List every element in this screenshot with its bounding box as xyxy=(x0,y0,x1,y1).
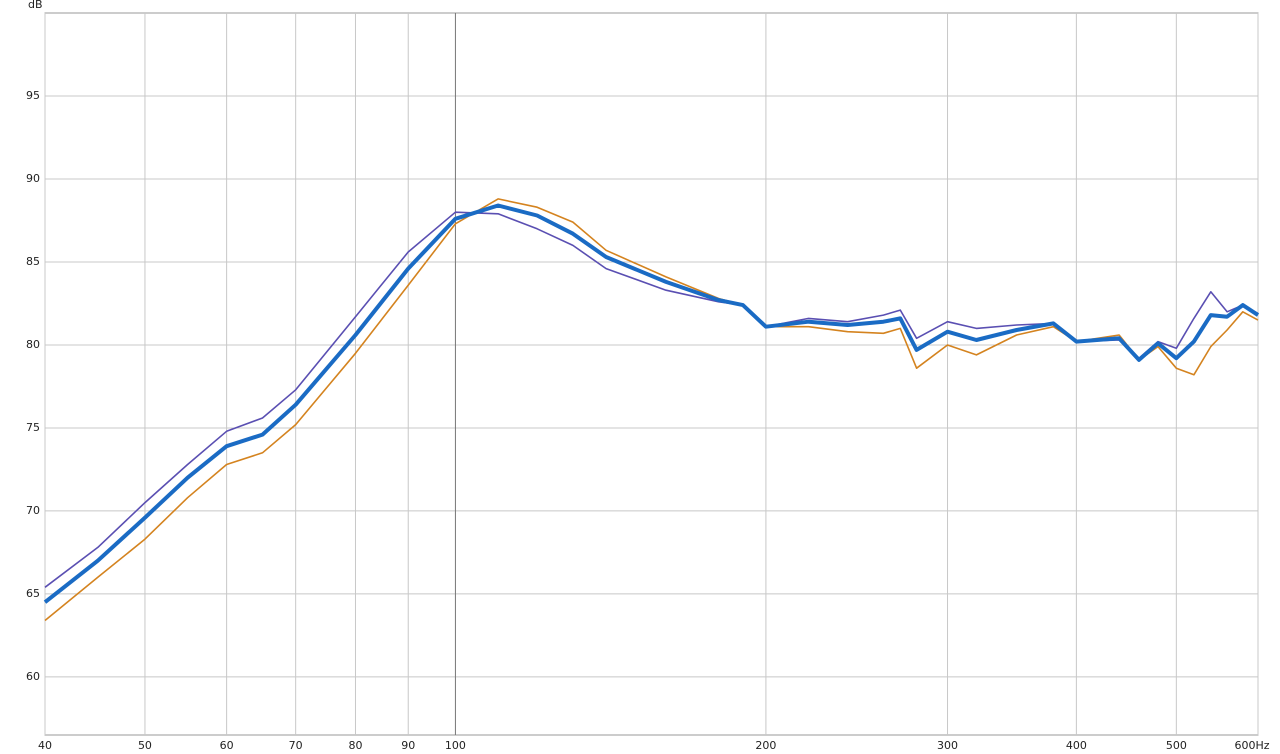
y-tick-label: 80 xyxy=(26,338,40,351)
y-tick-label: 60 xyxy=(26,670,40,683)
x-tick-label: 80 xyxy=(348,739,362,752)
series-line xyxy=(44,198,1259,622)
plot-area xyxy=(44,12,1259,736)
y-tick-label: 70 xyxy=(26,504,40,517)
x-tick-label: 90 xyxy=(401,739,415,752)
y-tick-label: 90 xyxy=(26,172,40,185)
x-tick-label: 600Hz xyxy=(1234,739,1269,752)
x-tick-label: 300 xyxy=(937,739,958,752)
x-tick-label: 50 xyxy=(138,739,152,752)
y-tick-label: 95 xyxy=(26,89,40,102)
series-line xyxy=(43,203,1260,604)
x-tick-label: 400 xyxy=(1066,739,1087,752)
x-tick-label: 200 xyxy=(755,739,776,752)
y-tick-label: 85 xyxy=(26,255,40,268)
x-tick-label: 60 xyxy=(220,739,234,752)
x-tick-label: 40 xyxy=(38,739,52,752)
x-tick-label: 500 xyxy=(1166,739,1187,752)
x-tick-label: 70 xyxy=(289,739,303,752)
y-tick-label: 75 xyxy=(26,421,40,434)
x-tick-label: 100 xyxy=(445,739,466,752)
y-axis-label: dB xyxy=(28,0,43,11)
y-tick-label: 65 xyxy=(26,587,40,600)
